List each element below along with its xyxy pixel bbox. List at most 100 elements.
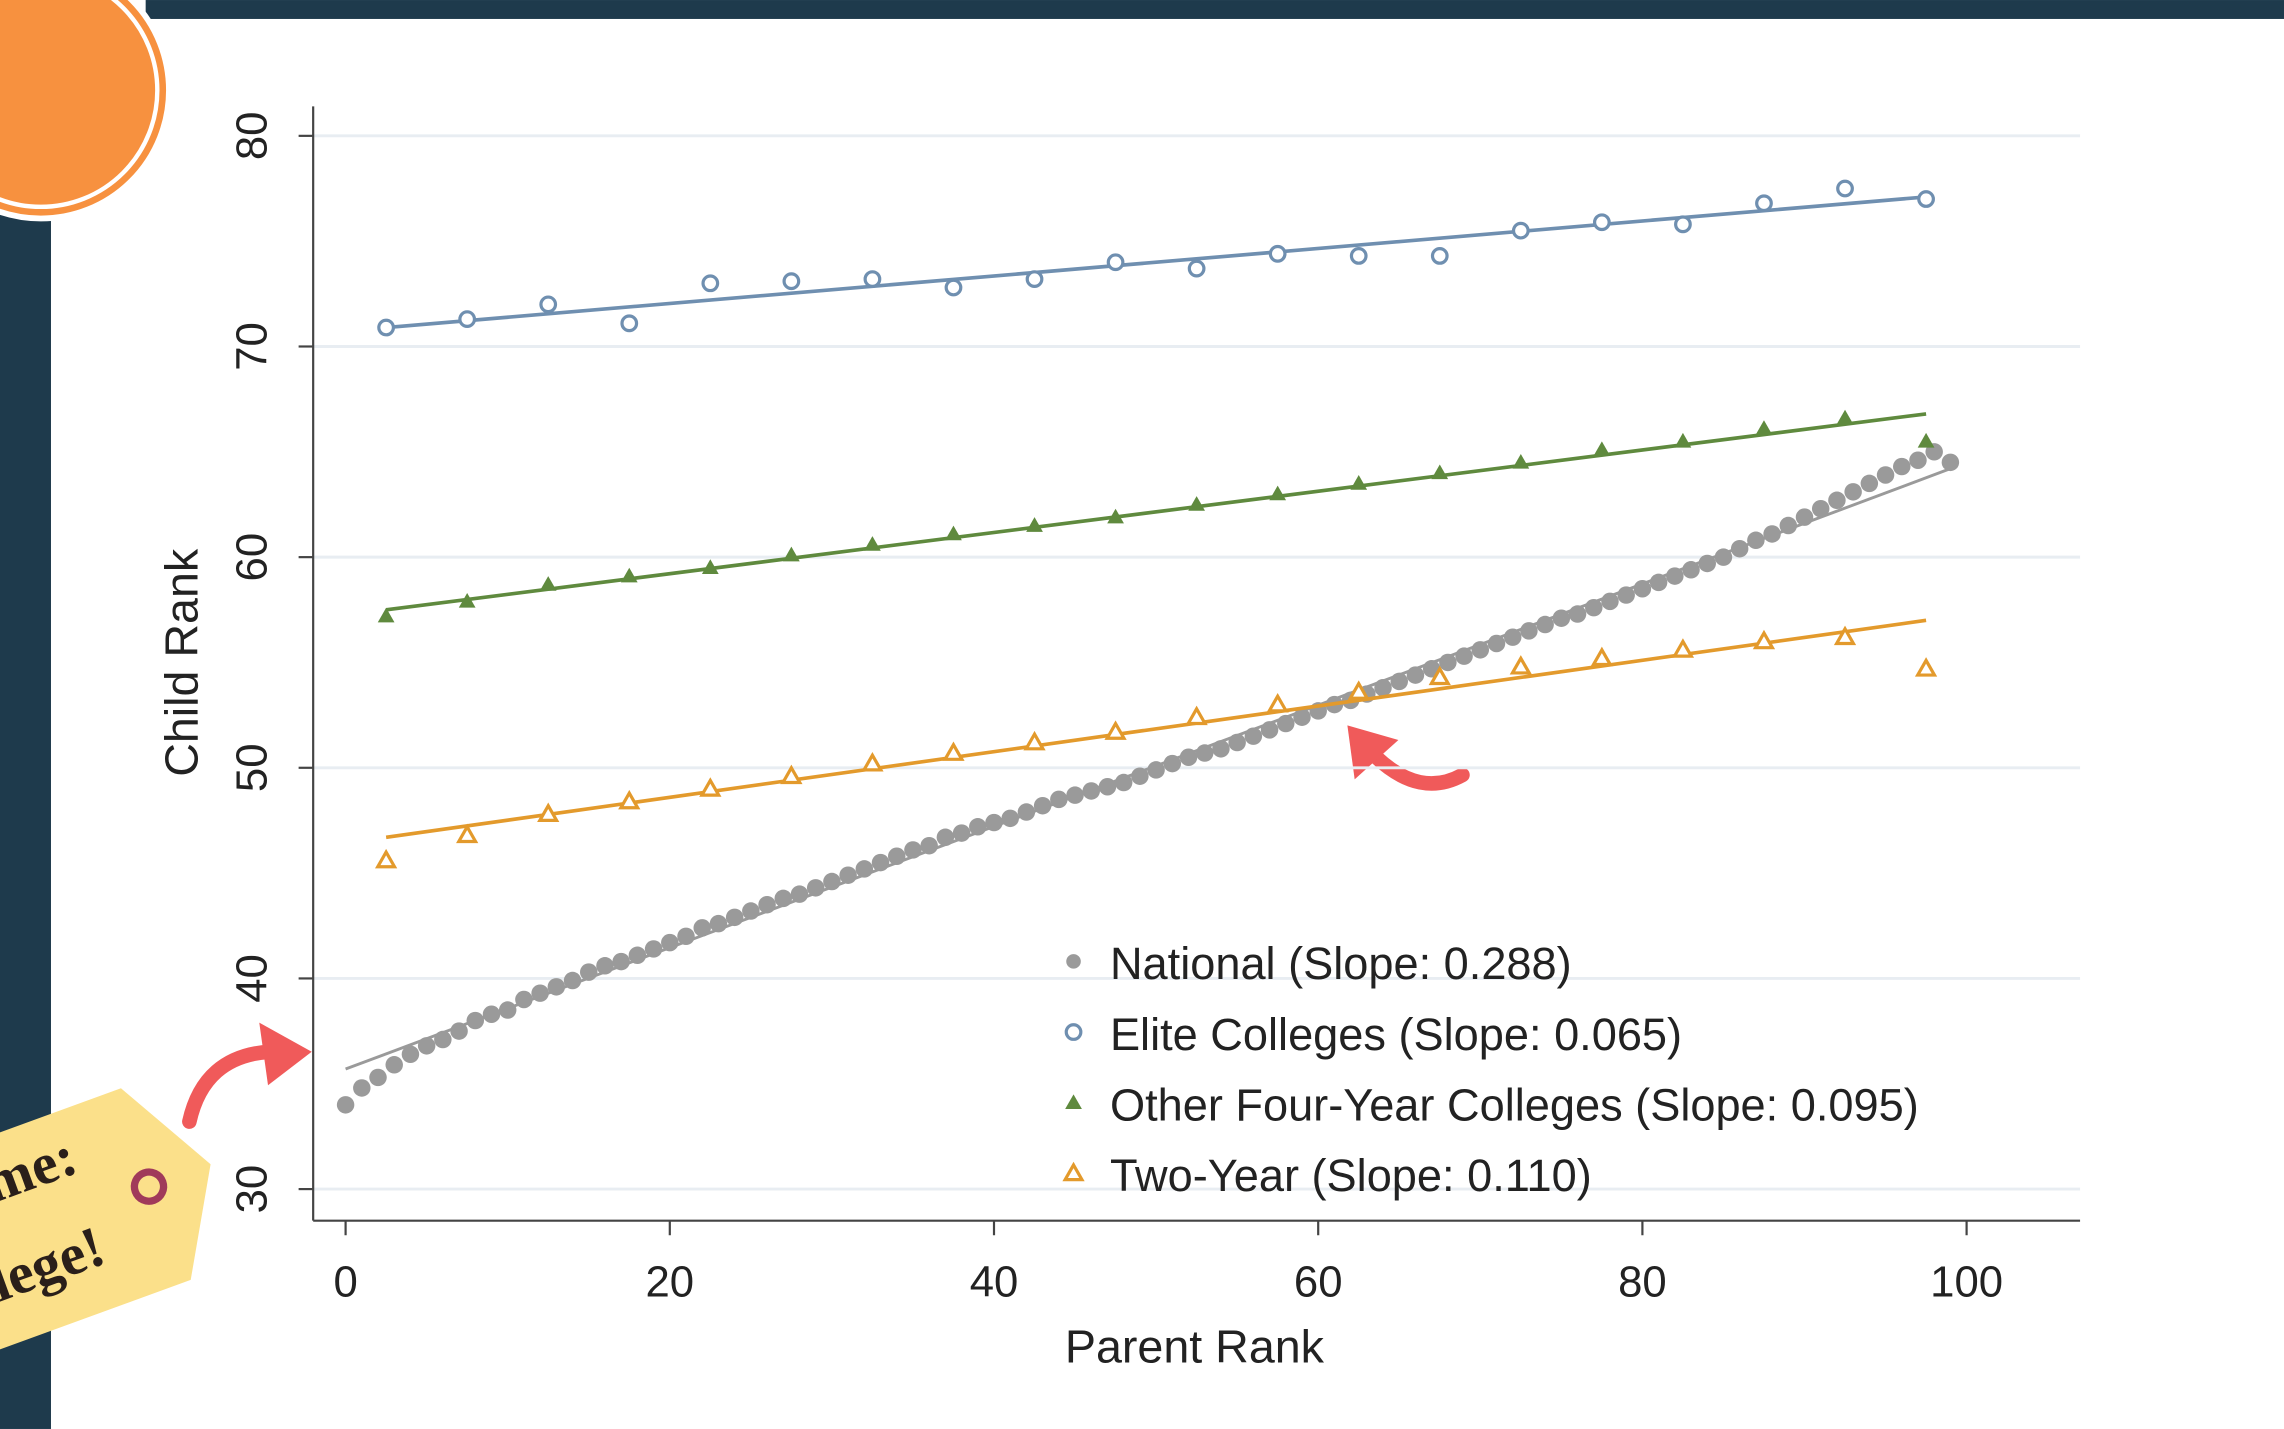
- point: [537, 802, 560, 823]
- point: [1260, 721, 1279, 739]
- point: [985, 813, 1003, 832]
- point: [644, 940, 663, 958]
- point: [377, 318, 396, 337]
- point: [1763, 525, 1781, 543]
- x-tick-label: 60: [1294, 1257, 1343, 1306]
- point: [580, 963, 598, 981]
- point: [1244, 727, 1263, 745]
- point: [1682, 561, 1700, 579]
- point: [904, 841, 922, 859]
- point: [1811, 499, 1830, 518]
- point: [1674, 215, 1692, 234]
- point: [1185, 705, 1208, 726]
- point: [1187, 259, 1206, 278]
- point: [385, 1056, 403, 1074]
- point: [1114, 773, 1133, 792]
- arrow-head: [259, 1022, 312, 1086]
- y-tick-label: 70: [227, 322, 276, 371]
- point: [920, 836, 938, 855]
- point: [944, 278, 963, 297]
- point: [1487, 634, 1506, 653]
- point: [1066, 786, 1084, 804]
- point: [1552, 609, 1571, 627]
- point: [701, 559, 719, 574]
- point: [1107, 508, 1124, 524]
- tag: ome: llege!: [0, 1088, 211, 1365]
- point: [369, 1068, 387, 1087]
- point: [1195, 744, 1214, 762]
- point: [612, 952, 630, 971]
- point: [1941, 453, 1960, 472]
- x-tick-label: 0: [333, 1257, 357, 1306]
- x-tick-label: 20: [645, 1257, 694, 1306]
- point: [806, 879, 825, 897]
- y-axis-title: Child Rank: [155, 548, 207, 777]
- point: [1511, 221, 1530, 240]
- point: [1828, 491, 1846, 510]
- x-axis-title: Parent Rank: [1065, 1321, 1325, 1373]
- point: [1666, 567, 1684, 585]
- point: [1714, 548, 1733, 566]
- point: [1163, 754, 1182, 773]
- point: [1347, 680, 1370, 700]
- point: [547, 978, 566, 996]
- point: [377, 607, 395, 623]
- point: [1147, 761, 1165, 779]
- point: [1844, 483, 1862, 501]
- point: [1730, 539, 1749, 558]
- point: [952, 824, 971, 842]
- point: [498, 1001, 517, 1019]
- point: [1747, 531, 1765, 550]
- legend-marker: [1064, 1023, 1083, 1041]
- point: [458, 310, 477, 328]
- point: [1082, 782, 1100, 800]
- point: [1098, 778, 1117, 796]
- point: [1131, 767, 1149, 785]
- point: [864, 536, 881, 551]
- point: [855, 860, 874, 878]
- legend-marker: [1065, 1094, 1082, 1109]
- badge: [0, 0, 172, 222]
- point: [790, 885, 809, 903]
- point: [725, 908, 744, 927]
- point: [1568, 605, 1587, 623]
- point: [699, 777, 722, 797]
- point: [861, 751, 884, 772]
- point: [1390, 672, 1408, 691]
- point: [620, 567, 638, 583]
- point: [969, 818, 987, 836]
- point: [1671, 638, 1695, 658]
- y-tick-label: 50: [227, 743, 276, 792]
- point: [782, 546, 800, 562]
- point: [1779, 516, 1798, 535]
- point: [618, 789, 641, 810]
- point: [1860, 474, 1879, 493]
- point: [780, 764, 803, 785]
- point: [1755, 420, 1773, 435]
- point: [1017, 803, 1036, 821]
- x-tick-label: 100: [1930, 1257, 2003, 1306]
- point: [1025, 270, 1044, 288]
- point: [1350, 475, 1368, 490]
- point: [1585, 598, 1603, 617]
- legend-marker: [1066, 954, 1081, 969]
- point: [1509, 655, 1532, 675]
- point: [539, 295, 558, 314]
- x-tick-label: 80: [1618, 1257, 1667, 1306]
- point: [1876, 466, 1895, 484]
- point: [1836, 409, 1854, 425]
- point: [742, 902, 760, 920]
- y-tick-label: 40: [227, 954, 276, 1003]
- point: [374, 848, 398, 869]
- point: [1512, 453, 1530, 469]
- point: [539, 576, 557, 591]
- point: [1909, 451, 1927, 469]
- legend-label: National (Slope: 0.288): [1110, 938, 1572, 989]
- point: [1277, 714, 1295, 733]
- arrow: [182, 1044, 277, 1129]
- point: [1917, 432, 1935, 448]
- point: [1428, 665, 1451, 686]
